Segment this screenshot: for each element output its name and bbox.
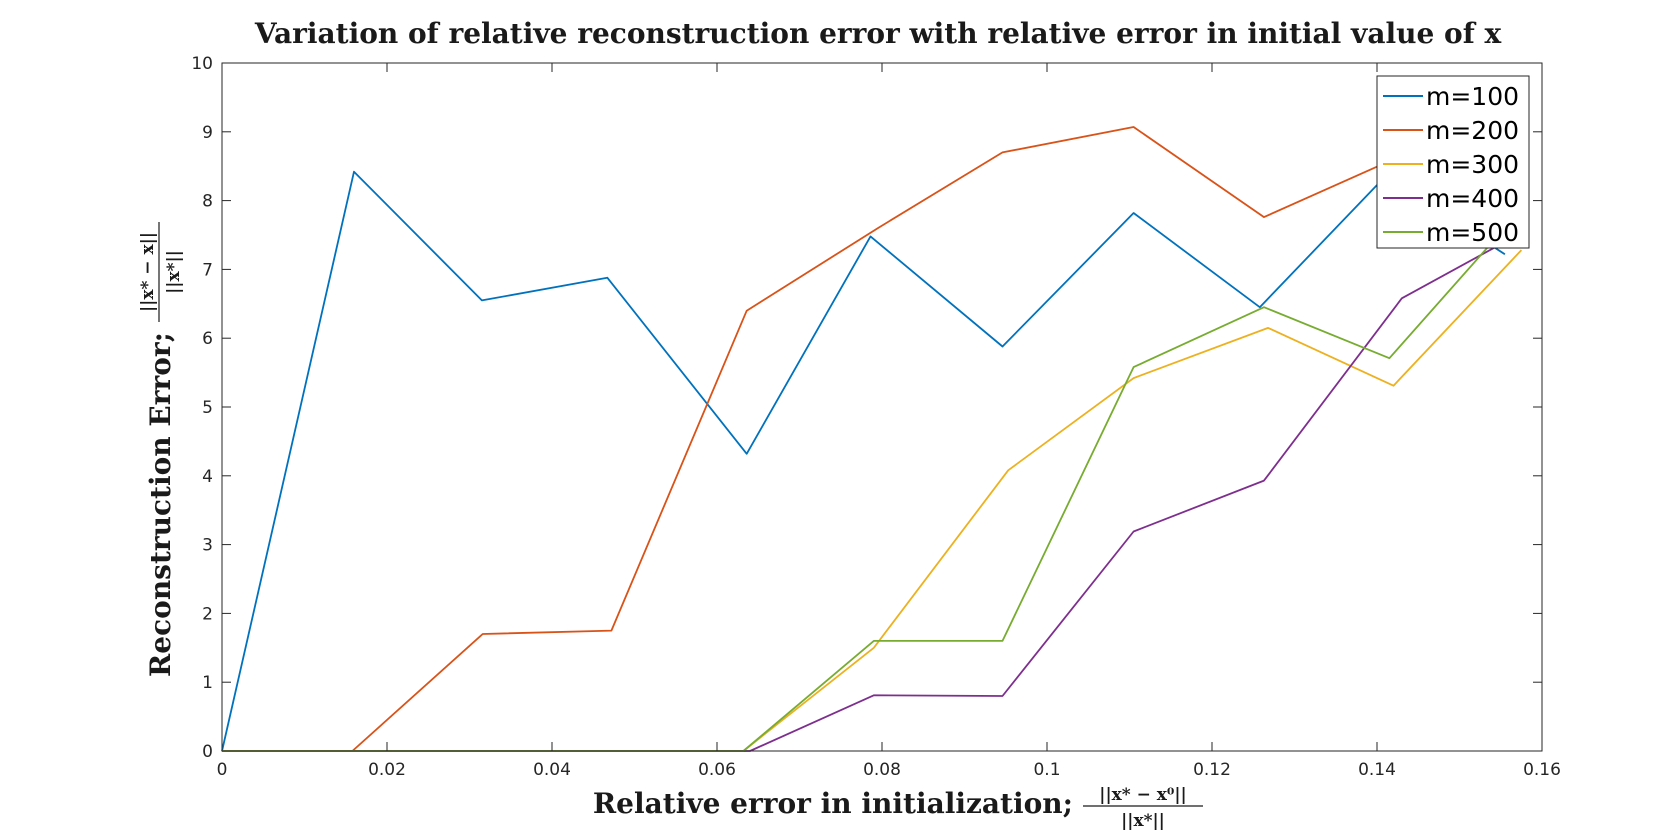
x-axis-label-group: Relative error in initialization; ||x* −…: [593, 785, 1203, 831]
legend-label: m=400: [1426, 184, 1519, 213]
x-tick-label: 0.12: [1193, 760, 1231, 780]
legend-label: m=300: [1426, 150, 1519, 179]
x-tick-label: 0.04: [533, 760, 571, 780]
x-tick-label: 0.02: [368, 760, 406, 780]
series-line-m-100: [221, 170, 1506, 752]
x-tick-label: 0.16: [1523, 760, 1561, 780]
legend-label: m=500: [1426, 218, 1519, 247]
legend-box: [1376, 75, 1530, 249]
y-tick-label: 10: [191, 54, 213, 74]
y-axis-fraction-numerator: ||x* − x||: [138, 232, 158, 312]
x-tick-label: 0.06: [698, 760, 736, 780]
y-tick-label: 4: [202, 467, 213, 487]
y-tick-label: 8: [202, 192, 213, 212]
y-tick-label: 0: [202, 742, 213, 762]
y-tick-label: 7: [202, 260, 213, 280]
legend-label: m=100: [1426, 82, 1519, 111]
series-line-m-200: [222, 126, 1394, 752]
x-tick-label: 0: [217, 760, 228, 780]
y-tick-label: 6: [202, 329, 213, 349]
y-tick-label: 9: [202, 123, 213, 143]
x-axis-fraction-denominator: ||x*||: [1121, 811, 1165, 831]
x-axis-fraction-numerator: ||x* − x⁰||: [1099, 785, 1186, 805]
plot-area: [221, 63, 1542, 752]
x-tick-label: 0.14: [1358, 760, 1396, 780]
x-axis-label: Relative error in initialization;: [593, 787, 1073, 820]
series-line-m-400: [222, 241, 1506, 752]
x-tick-label: 0.1: [1033, 760, 1060, 780]
chart-title: Variation of relative reconstruction err…: [254, 17, 1502, 50]
plot-background: [222, 63, 1542, 751]
y-tick-label: 5: [202, 398, 213, 418]
series-line-m-500: [222, 241, 1494, 752]
y-axis-label-group: Reconstruction Error; ||x* − x|| ||x*||: [138, 222, 184, 677]
y-tick-label: 1: [202, 673, 213, 693]
axes: 0 0.02 0.04 0.06 0.08 0.1 0.12 0.14 0.16 0 1 2 3 4 5 6 7…: [191, 54, 1561, 780]
legend-label: m=200: [1426, 116, 1519, 145]
y-axis-fraction-denominator: ||x*||: [164, 250, 184, 294]
legend: m=100 m=200 m=300 m=400 m=500: [1376, 75, 1530, 249]
x-tick-label: 0.08: [863, 760, 901, 780]
y-axis-label: Reconstruction Error;: [144, 332, 177, 677]
y-tick-label: 2: [202, 604, 213, 624]
y-tick-label: 3: [202, 536, 213, 556]
